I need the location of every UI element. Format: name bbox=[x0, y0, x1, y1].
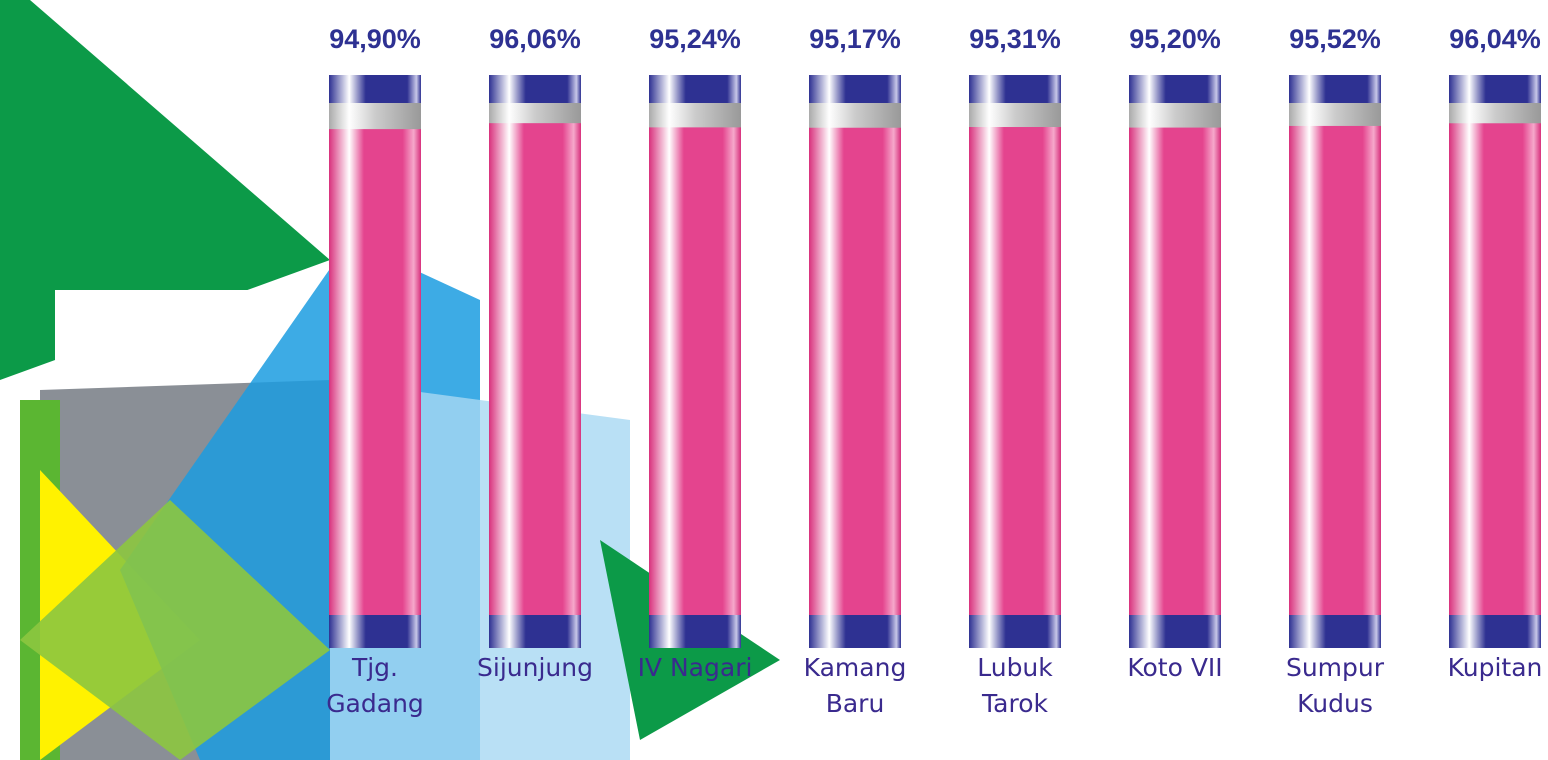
value-label: 96,06% bbox=[489, 24, 581, 54]
category-label: Lubuk Tarok bbox=[950, 650, 1080, 722]
cap-top bbox=[969, 75, 1061, 103]
cap-top bbox=[489, 75, 581, 103]
bar bbox=[1449, 123, 1541, 615]
category-label: IV Nagari bbox=[630, 650, 760, 686]
cap-bottom bbox=[809, 615, 901, 648]
value-label: 95,52% bbox=[1289, 24, 1381, 54]
value-label: 95,24% bbox=[649, 24, 741, 54]
bar bbox=[1129, 128, 1221, 615]
cap-top bbox=[329, 75, 421, 103]
bar bbox=[1289, 126, 1381, 615]
cap-top bbox=[649, 75, 741, 103]
category-label: Kupitan bbox=[1430, 650, 1548, 686]
cap-bottom bbox=[329, 615, 421, 648]
cap-bottom bbox=[969, 615, 1061, 648]
bar bbox=[969, 127, 1061, 615]
cap-bottom bbox=[489, 615, 581, 648]
bar bbox=[329, 129, 421, 615]
cap-bottom bbox=[1449, 615, 1541, 648]
cap-bottom bbox=[649, 615, 741, 648]
category-label: Sumpur Kudus bbox=[1270, 650, 1400, 722]
value-label: 95,31% bbox=[969, 24, 1061, 54]
category-label: Tjg. Gadang bbox=[310, 650, 440, 722]
bar bbox=[489, 123, 581, 615]
bar bbox=[649, 127, 741, 615]
cap-top bbox=[1129, 75, 1221, 103]
cap-bottom bbox=[1129, 615, 1221, 648]
value-label: 94,90% bbox=[329, 24, 421, 54]
page: 94,90% 96,06% 95,24% 95,17% 95,31% 95,20% 95,5… bbox=[0, 0, 1548, 760]
value-label: 96,04% bbox=[1449, 24, 1541, 54]
cap-top bbox=[1449, 75, 1541, 103]
cap-bottom bbox=[1289, 615, 1381, 648]
value-label: 95,17% bbox=[809, 24, 901, 54]
cap-top bbox=[809, 75, 901, 103]
value-label: 95,20% bbox=[1129, 24, 1221, 54]
category-label: Koto VII bbox=[1110, 650, 1240, 686]
category-label: Kamang Baru bbox=[790, 650, 920, 722]
category-label: Sijunjung bbox=[470, 650, 600, 686]
cap-top bbox=[1289, 75, 1381, 103]
bar bbox=[809, 128, 901, 615]
chart: 94,90% 96,06% 95,24% 95,17% 95,31% 95,20% 95,5… bbox=[0, 0, 1548, 760]
